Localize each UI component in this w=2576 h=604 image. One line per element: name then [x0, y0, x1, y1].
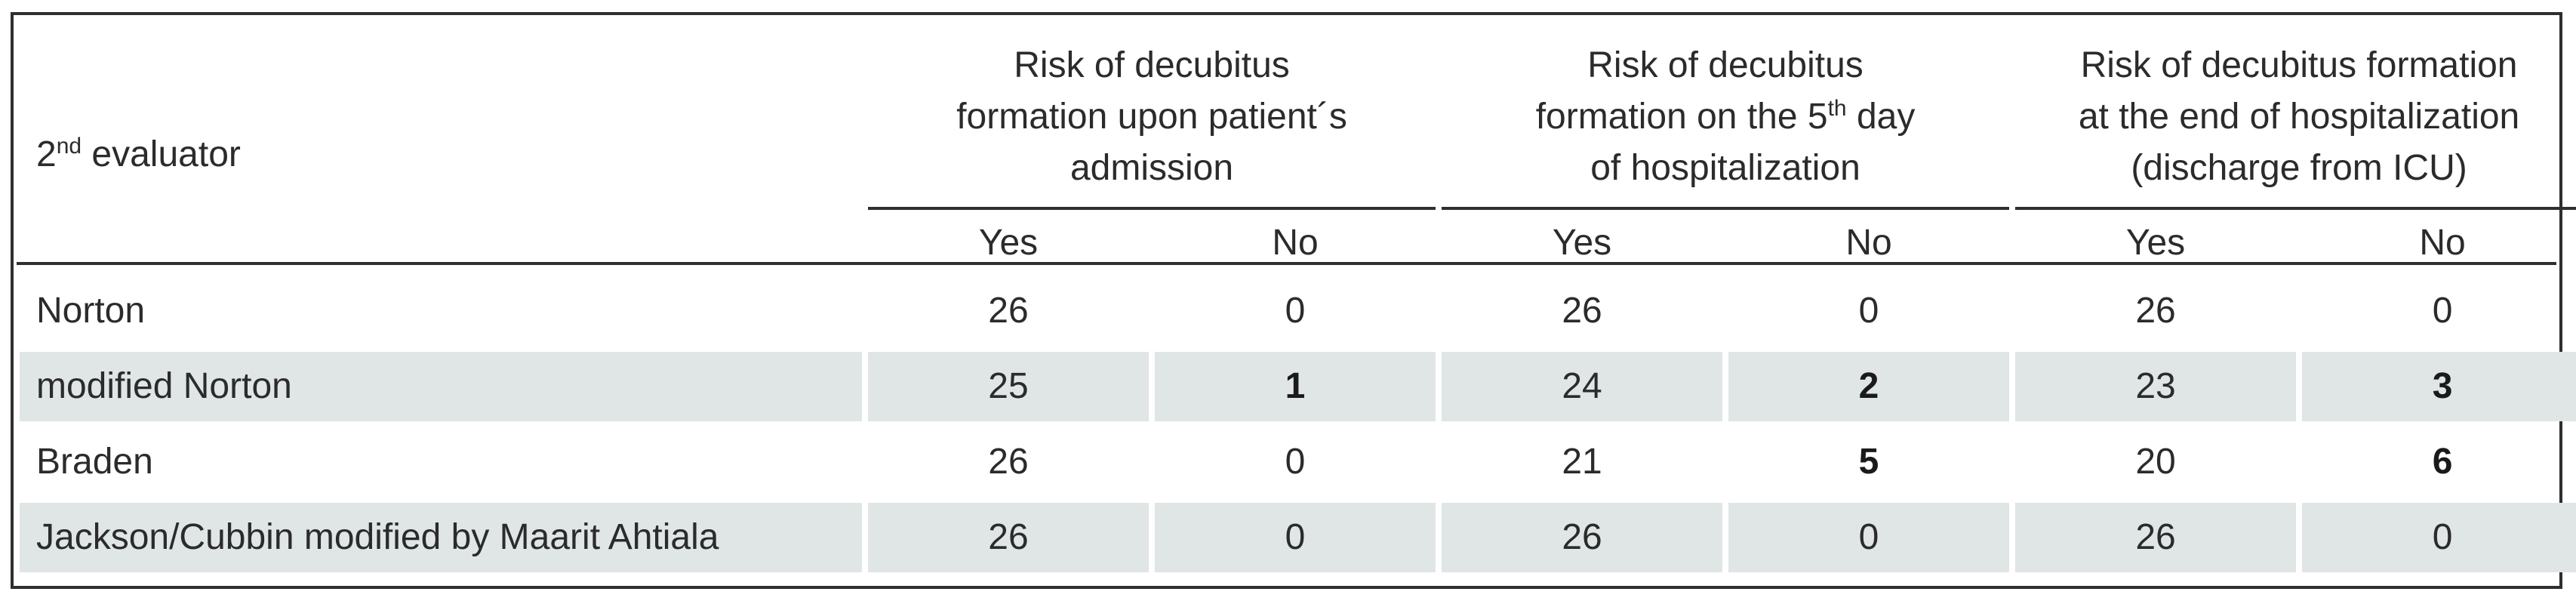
table-cell: 2: [1728, 352, 2010, 421]
subheader-no: No: [1272, 223, 1319, 263]
table-cell: 26: [2135, 291, 2176, 331]
group-header-text: formation on the 5: [1535, 97, 1828, 137]
table-cell: 26: [988, 291, 1029, 331]
table-cell: 24: [1442, 352, 1723, 421]
table-cell: 6: [2432, 442, 2453, 482]
row-label: Jackson/Cubbin modified by Maarit Ahtial…: [20, 503, 862, 572]
group-header-row: 2nd evaluator Risk of decubitus formatio…: [20, 38, 2576, 210]
table-cell: 0: [1155, 503, 1436, 572]
subheader-yes: Yes: [978, 223, 1039, 263]
table-cell: 20: [2135, 442, 2176, 482]
corner-text: evaluator: [82, 134, 241, 174]
table-row: Jackson/Cubbin modified by Maarit Ahtial…: [20, 503, 2576, 572]
group-header-line: formation on the 5th day: [1442, 91, 2009, 143]
table-cell: 3: [2302, 352, 2576, 421]
subheader-no: No: [2419, 223, 2466, 263]
table-frame: [11, 12, 2562, 589]
table-row: modified Norton 25 1 24 2 23 3: [20, 352, 2576, 421]
table-cell: 0: [2432, 291, 2453, 331]
table-cell: 0: [1858, 291, 1879, 331]
group-header-line: Risk of decubitus: [1587, 45, 1864, 85]
row-label: modified Norton: [20, 352, 862, 421]
corner-number: 2: [36, 134, 57, 174]
table-cell: 25: [868, 352, 1149, 421]
evaluation-table: 2nd evaluator Risk of decubitus formatio…: [14, 32, 2576, 578]
corner-superscript: nd: [56, 133, 82, 159]
row-label: Braden: [36, 442, 153, 482]
table-cell: 23: [2015, 352, 2297, 421]
table-cell: 26: [1562, 291, 1602, 331]
row-label: Norton: [36, 291, 146, 331]
group-header-line: Risk of decubitus: [1014, 45, 1290, 85]
table-cell: 21: [1562, 442, 1602, 482]
group-header-line: Risk of decubitus formation: [2080, 45, 2518, 85]
table-cell: 0: [1728, 503, 2010, 572]
table-cell: 26: [988, 442, 1029, 482]
group-header-text: day: [1846, 97, 1916, 137]
table-cell: 0: [1285, 291, 1306, 331]
table-cell: 1: [1155, 352, 1436, 421]
table-cell: 26: [1442, 503, 1723, 572]
table-cell: 26: [2015, 503, 2297, 572]
group-header-line: admission: [1069, 148, 1234, 188]
subheader-yes: Yes: [2125, 223, 2186, 263]
subheader-row: Yes No Yes No Yes No: [20, 216, 2576, 270]
table-cell: 0: [2302, 503, 2576, 572]
subheader-yes: Yes: [1552, 223, 1612, 263]
table-cell: 5: [1858, 442, 1879, 482]
group-header-line: of hospitalization: [1590, 148, 1860, 188]
group-header-line: (discharge from ICU): [2131, 148, 2467, 188]
table-cell: 0: [1285, 442, 1306, 482]
group-header-5th-day: Risk of decubitus formation on the 5th d…: [1442, 38, 2010, 210]
group-header-admission: Risk of decubitus formation upon patient…: [868, 38, 1436, 210]
group-header-line: at the end of hospitalization: [2078, 97, 2520, 137]
group-header-discharge: Risk of decubitus formation at the end o…: [2015, 38, 2576, 210]
subheader-divider-line: [17, 262, 2556, 265]
corner-header: 2nd evaluator: [20, 38, 862, 270]
subheader-no: No: [1845, 223, 1892, 263]
table-cell: 26: [868, 503, 1149, 572]
table-row: Braden 26 0 21 5 20 6: [20, 427, 2576, 497]
table-row: Norton 26 0 26 0 26 0: [20, 276, 2576, 346]
group-header-superscript: th: [1827, 96, 1847, 121]
group-header-line: formation upon patient´s: [956, 97, 1347, 137]
